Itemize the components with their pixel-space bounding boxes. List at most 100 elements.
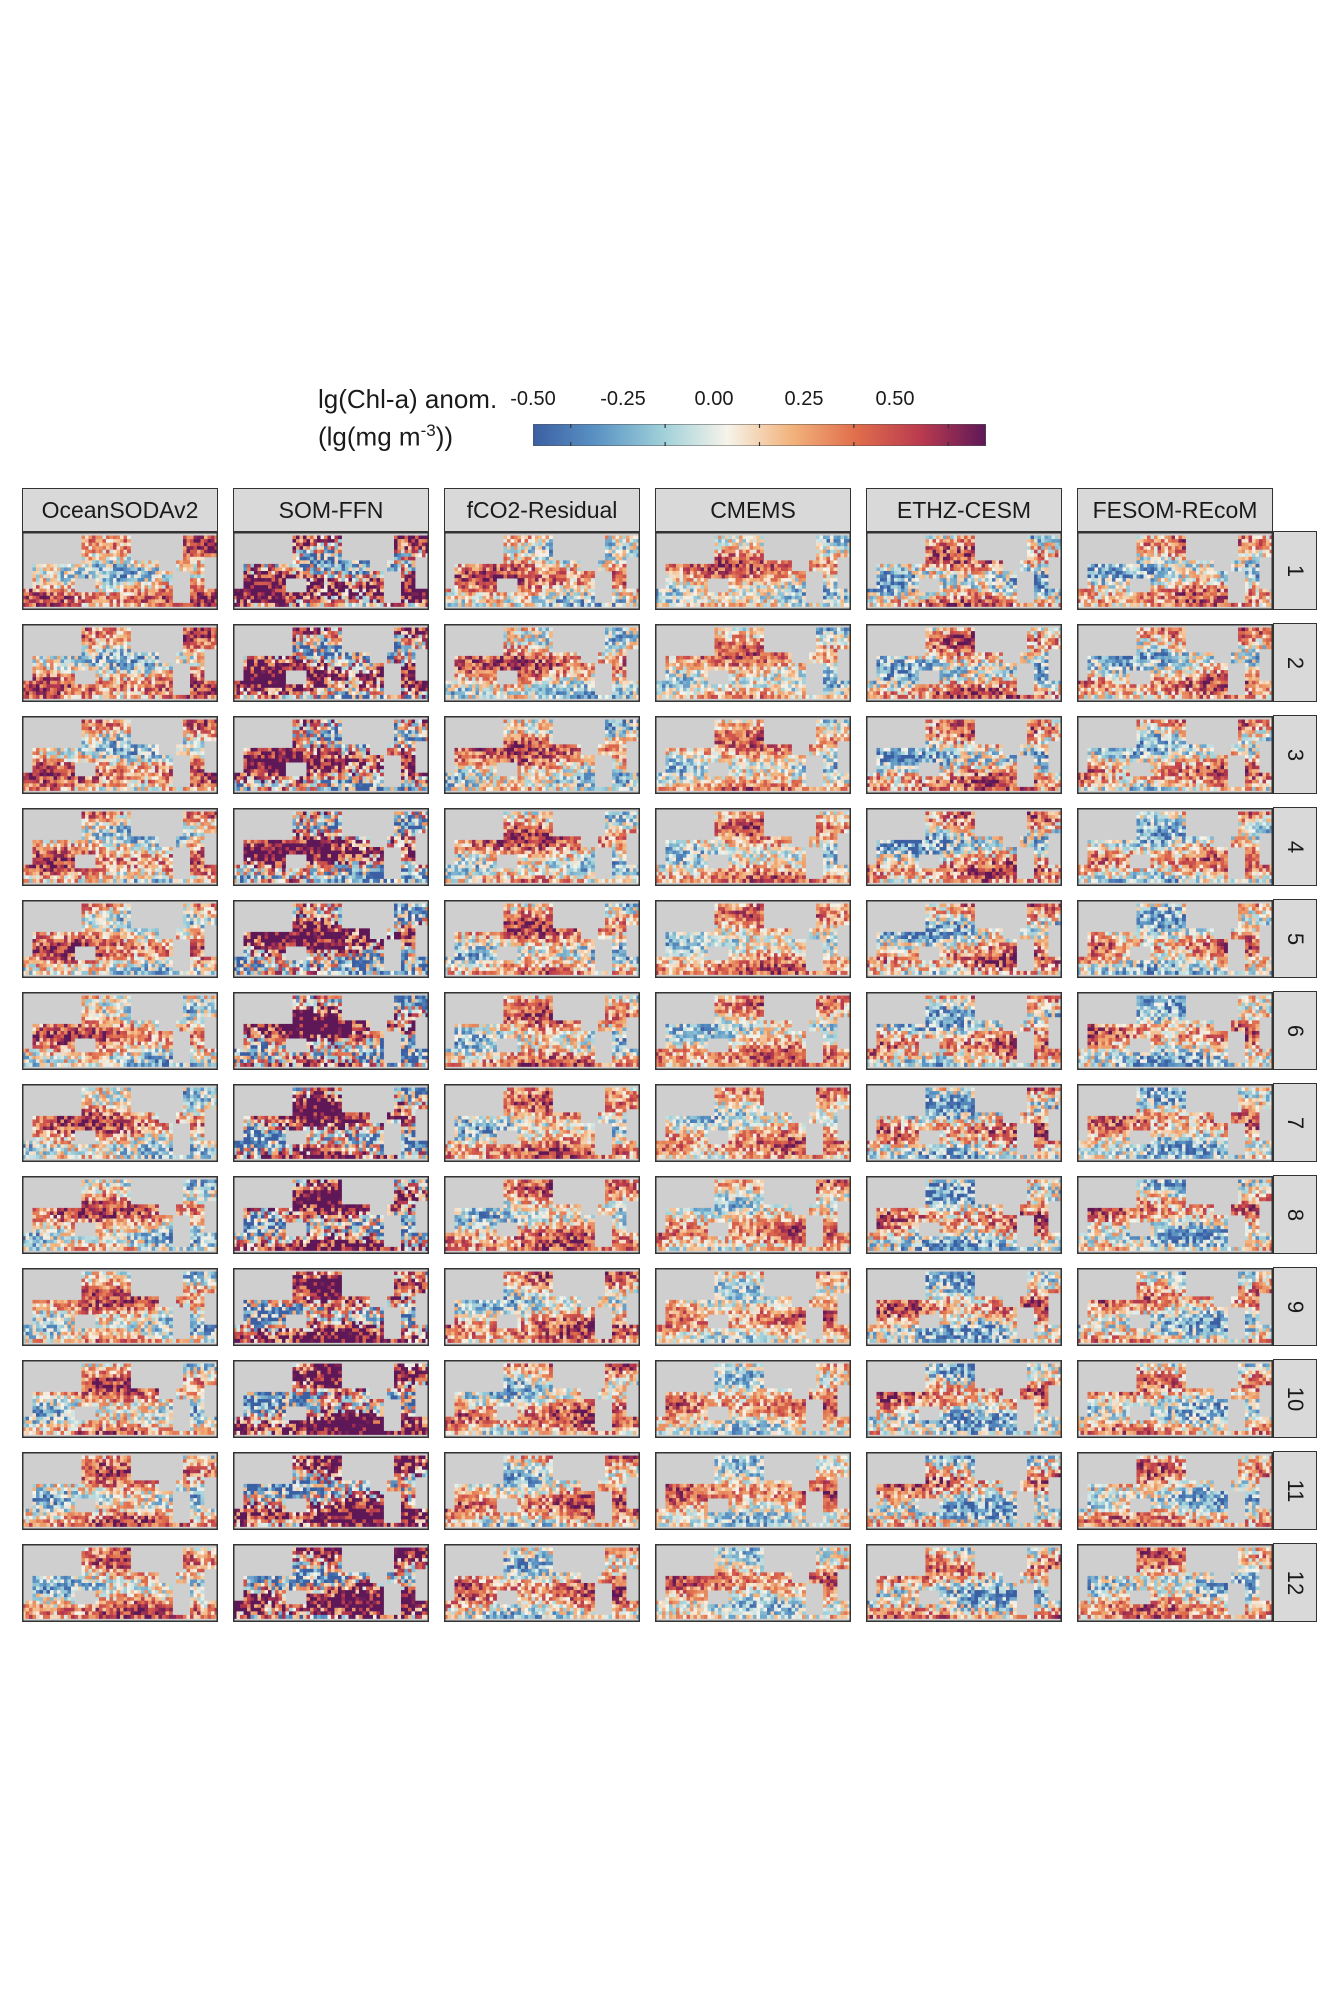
heatmap-cell [556, 563, 560, 568]
heatmap-cell [830, 546, 834, 551]
heatmap-cell [106, 645, 110, 650]
heatmap-cell [102, 546, 107, 551]
heatmap-cell [165, 666, 170, 671]
heatmap-cell [570, 578, 574, 583]
heatmap-cell [732, 599, 736, 604]
heatmap-cell [742, 588, 747, 593]
heatmap-cell [665, 581, 670, 586]
heatmap-cell [1002, 571, 1007, 575]
heatmap-cell [1168, 556, 1172, 561]
heatmap-cell [735, 571, 740, 575]
heatmap-cell [408, 592, 412, 597]
heatmap-cell [60, 567, 65, 572]
heatmap-cell [120, 560, 124, 565]
heatmap-cell [577, 599, 581, 604]
heatmap-cell [197, 553, 201, 558]
heatmap-cell [324, 595, 328, 600]
heatmap-cell [200, 648, 205, 653]
heatmap-cell [936, 546, 940, 551]
heatmap-cell [415, 602, 419, 607]
heatmap-cell [503, 574, 508, 579]
heatmap-cell [1154, 581, 1158, 586]
heatmap-cell [1175, 574, 1179, 579]
heatmap-cell [830, 574, 834, 579]
heatmap-cell [1164, 539, 1169, 544]
heatmap-cell [957, 546, 961, 551]
heatmap-cell [510, 542, 515, 547]
heatmap-cell [1245, 571, 1249, 575]
heatmap-cell [1245, 585, 1249, 590]
heatmap-cell [261, 588, 265, 593]
heatmap-cell [901, 571, 905, 575]
heatmap-cell [798, 581, 803, 586]
heatmap-cell [591, 585, 595, 590]
heatmap-cell [876, 595, 881, 600]
heatmap-cell [204, 546, 208, 551]
heatmap-cell [60, 680, 65, 685]
heatmap-cell [461, 581, 466, 586]
heatmap-cell [289, 595, 293, 600]
heatmap-cell [995, 588, 1000, 593]
heatmap-cell [690, 585, 694, 590]
row-strip-label: 6 [1282, 1024, 1308, 1036]
heatmap-cell [880, 599, 884, 604]
heatmap-cell [939, 535, 944, 540]
heatmap-cell [946, 535, 951, 540]
heatmap-cell [144, 571, 149, 575]
heatmap-cell [714, 592, 719, 597]
heatmap-cell [1136, 595, 1141, 600]
heatmap-cell [580, 578, 585, 583]
heatmap-cell [840, 539, 845, 544]
heatmap-cell [619, 588, 623, 593]
heatmap-cell [995, 574, 1000, 579]
heatmap-cell [282, 571, 286, 575]
heatmap-cell [50, 602, 54, 607]
heatmap-cell [725, 549, 729, 554]
heatmap-cell [566, 581, 571, 586]
heatmap-cell [510, 560, 515, 565]
heatmap-cell [292, 599, 297, 604]
heatmap-cell [264, 567, 269, 572]
heatmap-cell [915, 602, 919, 607]
heatmap-cell [271, 581, 276, 586]
heatmap-cell [1196, 592, 1200, 597]
heatmap-cell [366, 563, 370, 568]
heatmap-cell [718, 542, 722, 547]
heatmap-cell [524, 585, 529, 590]
heatmap-cell [1192, 560, 1197, 565]
heatmap-cell [331, 539, 335, 544]
heatmap-cell [408, 556, 412, 561]
heatmap-cell [155, 677, 159, 682]
heatmap-cell [1091, 571, 1095, 575]
heatmap-cell [542, 546, 546, 551]
heatmap-cell [106, 553, 110, 558]
heatmap-cell [545, 535, 550, 540]
heatmap-cell [756, 599, 761, 604]
heatmap-cell [162, 588, 166, 593]
heatmap-cell [1182, 585, 1186, 590]
heatmap-cell [123, 652, 128, 657]
heatmap-cell [296, 574, 300, 579]
heatmap-cell [999, 560, 1003, 565]
heatmap-cell [475, 592, 480, 597]
heatmap-cell [619, 553, 623, 558]
heatmap-cell [1122, 585, 1127, 590]
heatmap-cell [144, 602, 149, 607]
heatmap-cell [366, 574, 370, 579]
heatmap-cell [165, 592, 170, 597]
heatmap-cell [120, 595, 124, 600]
heatmap-cell [683, 592, 687, 597]
heatmap-cell [552, 592, 557, 597]
heatmap-cell [894, 563, 898, 568]
heatmap-cell [742, 549, 747, 554]
heatmap-cell [665, 595, 670, 600]
heatmap-cell [777, 581, 782, 586]
heatmap-cell [514, 595, 518, 600]
heatmap-cell [458, 588, 462, 593]
heatmap-cell [109, 631, 114, 636]
heatmap-cell [183, 602, 187, 607]
heatmap-cell [883, 567, 888, 572]
heatmap-cell [524, 563, 529, 568]
heatmap-cell [809, 560, 813, 565]
heatmap-cell [770, 588, 775, 593]
